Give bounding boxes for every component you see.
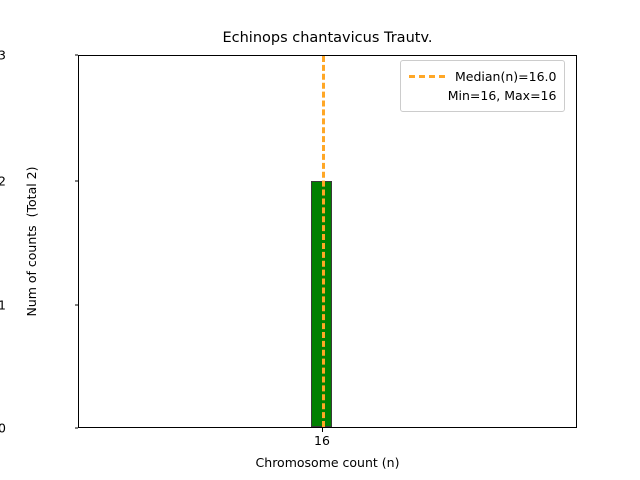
y-tick-label-2: 2	[0, 173, 6, 189]
legend-label-minmax: Min=16, Max=16	[447, 88, 557, 103]
y-tick-label-1: 1	[0, 297, 6, 313]
x-axis-label: Chromosome count (n)	[255, 455, 400, 470]
y-tick-mark-1	[74, 304, 78, 306]
y-tick-mark-3	[74, 54, 78, 56]
legend-label-median: Median(n)=16.0	[455, 69, 557, 84]
y-axis-label: Num of counts (Total 2)	[24, 166, 39, 317]
page-title: Echinops chantavicus Trautv.	[222, 30, 433, 46]
legend-item-median: Median(n)=16.0	[409, 67, 556, 86]
x-tick-mark-16	[322, 428, 323, 432]
y-tick-mark-2	[74, 180, 78, 182]
legend: Median(n)=16.0 Min=16, Max=16	[400, 60, 566, 112]
y-axis: 0 1 2 3	[0, 0, 78, 480]
legend-item-minmax: Min=16, Max=16	[409, 86, 557, 105]
median-line	[322, 56, 325, 427]
y-tick-label-0: 0	[0, 420, 6, 436]
y-tick-label-3: 3	[0, 47, 6, 63]
y-tick-mark-0	[74, 427, 78, 429]
dashed-line-icon	[409, 75, 445, 78]
x-tick-label-16: 16	[314, 433, 330, 448]
bar-16	[311, 181, 332, 427]
plot-area	[78, 55, 577, 428]
